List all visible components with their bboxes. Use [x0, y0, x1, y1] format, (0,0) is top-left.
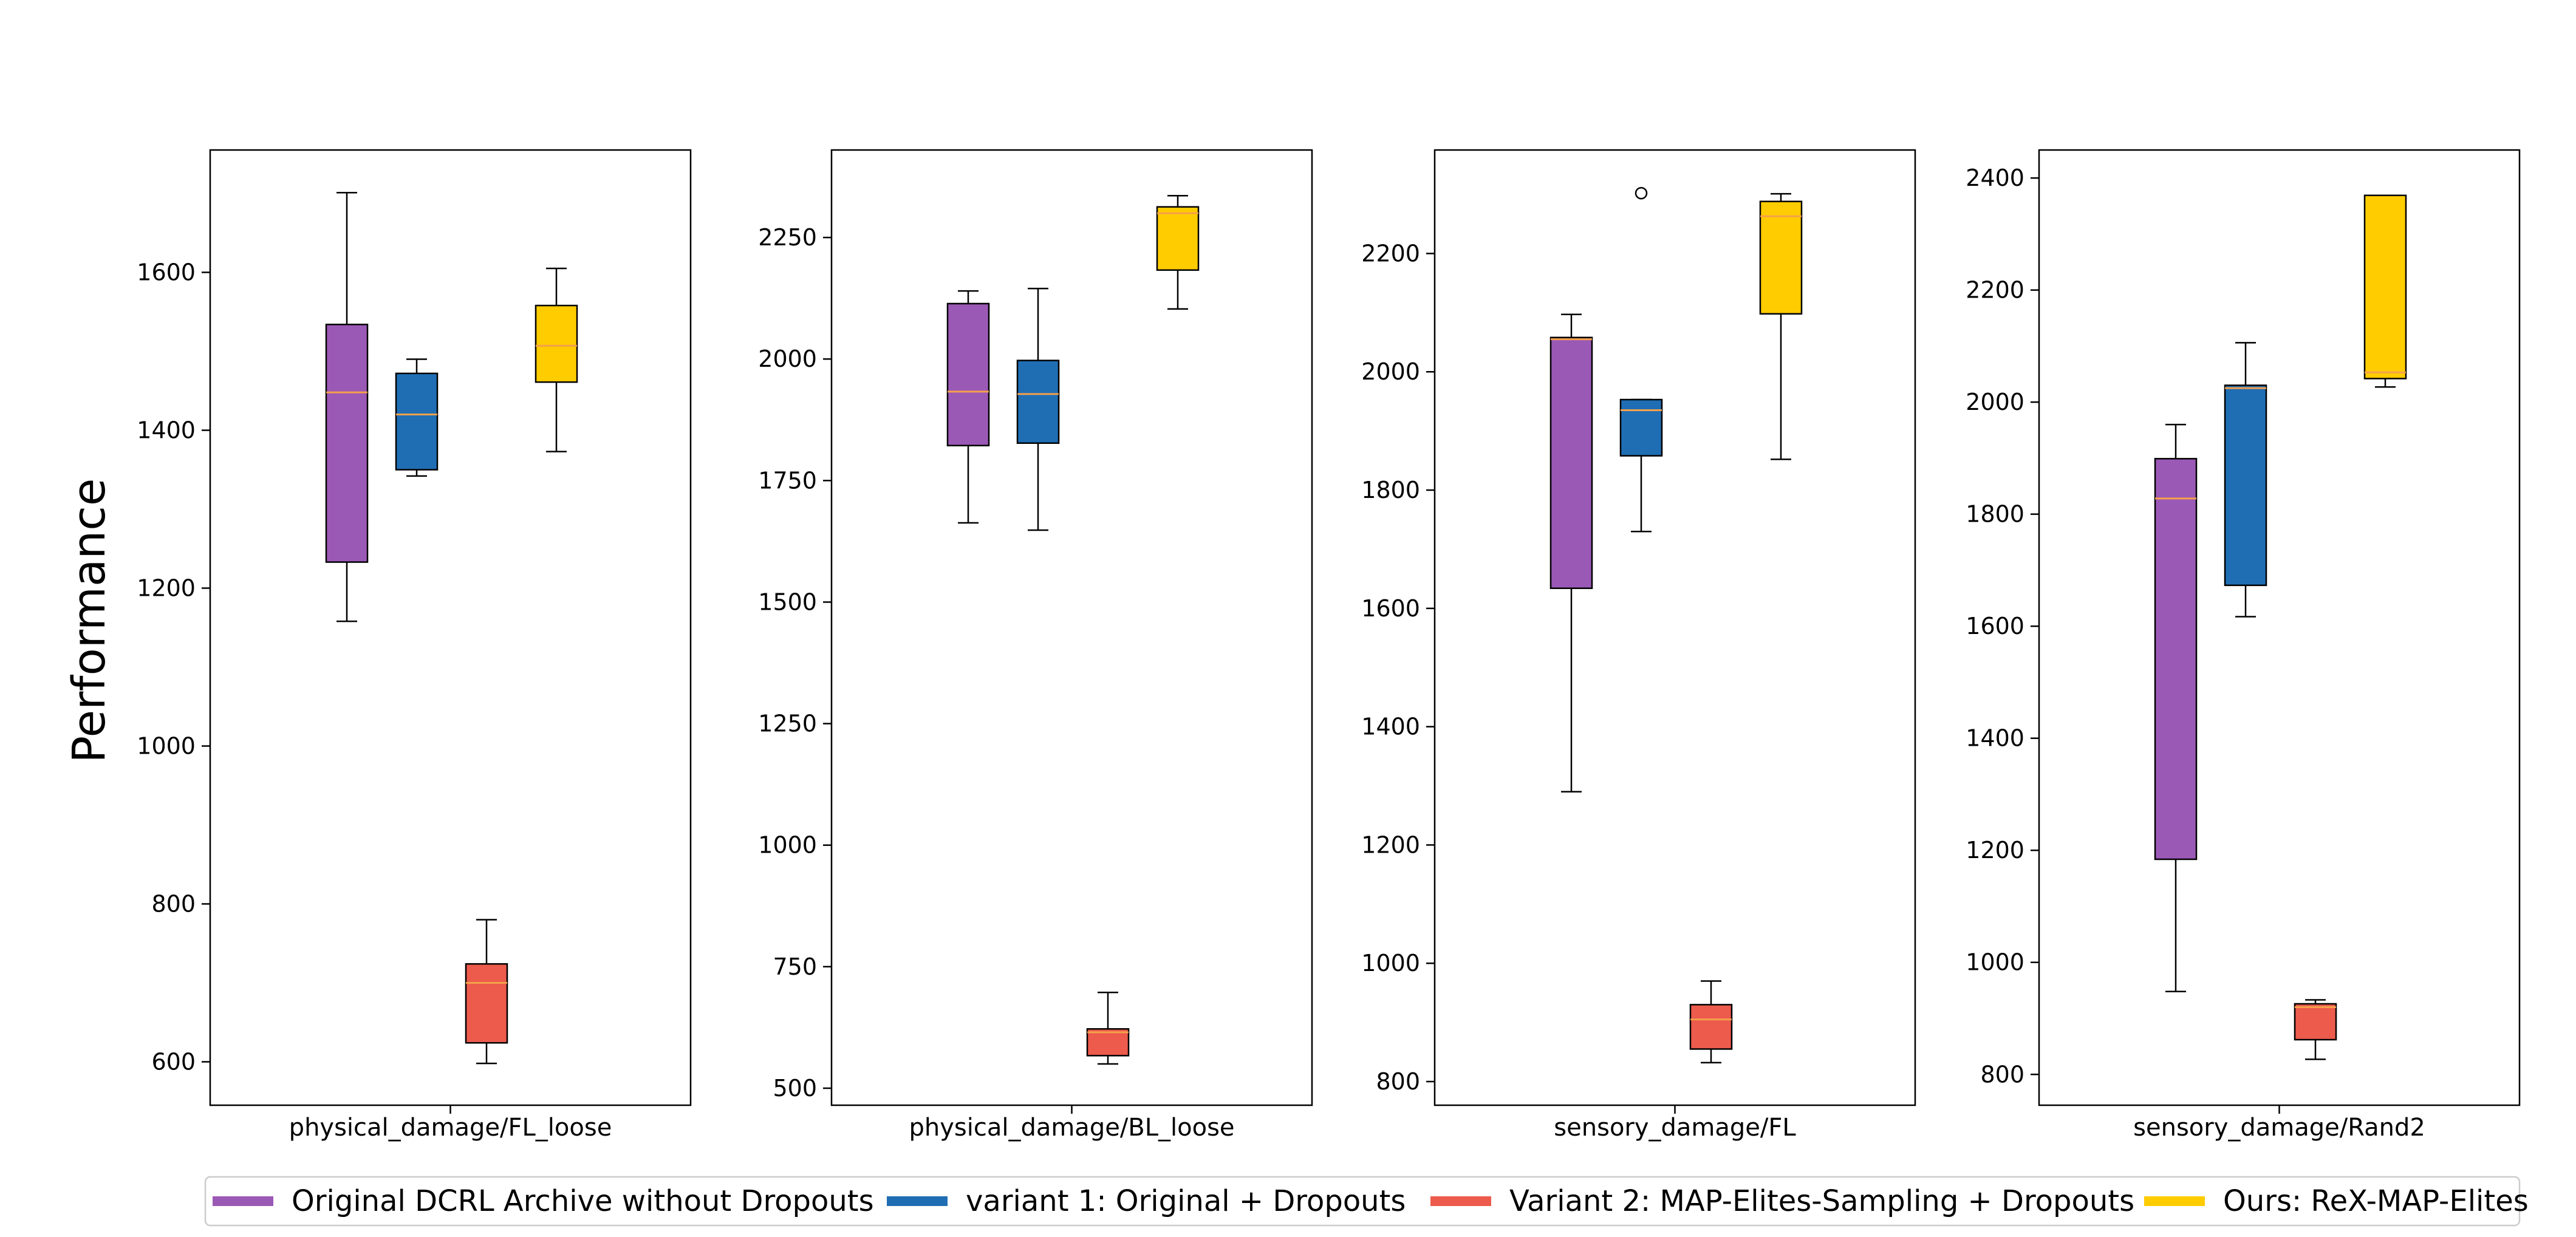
y-tick-label: 1800	[1966, 501, 2024, 528]
y-tick-label: 2000	[1966, 389, 2024, 415]
y-tick-label: 2200	[1361, 240, 1420, 267]
box-original-dcrl-archive-without-dropouts	[1549, 313, 1593, 793]
y-tick-label: 1600	[137, 259, 196, 286]
legend-entry-variant-1-original-dropouts: variant 1: Original + Dropouts	[887, 1184, 1406, 1218]
box-original-dcrl-archive-without-dropouts	[2154, 423, 2198, 992]
iqr-box	[395, 372, 439, 471]
box-original-dcrl-archive-without-dropouts	[946, 290, 990, 524]
iqr-box	[535, 304, 578, 383]
box-original-dcrl-archive-without-dropouts	[325, 191, 369, 622]
y-tick-label: 2200	[1966, 277, 2024, 304]
y-tick-label: 1500	[758, 588, 817, 615]
y-tick-label: 1200	[137, 575, 196, 602]
plot-frame	[1433, 149, 1916, 1106]
box-variant-1-original-dropouts	[1619, 186, 1663, 533]
x-category-label: physical_damage/BL_loose	[909, 1114, 1234, 1142]
panel-physical-damage-bl-loose: 500 750 1000 1250 1500 1750 2000 2250 physical_d…	[758, 149, 1313, 1142]
legend-entry-original-dcrl-archive-without-dropouts: Original DCRL Archive without Dropouts	[213, 1184, 874, 1218]
y-tick-label: 2250	[758, 224, 817, 251]
legend-label: Variant 2: MAP-Elites-Sampling + Dropout…	[1509, 1184, 2134, 1218]
legend-entry-variant-2-map-elites-sampling-dropouts: Variant 2: MAP-Elites-Sampling + Dropout…	[1430, 1184, 2134, 1218]
plot-frame	[2038, 149, 2521, 1106]
y-tick-label: 1000	[758, 832, 817, 859]
y-tick-label: 1000	[137, 733, 196, 760]
legend-label: Original DCRL Archive without Dropouts	[292, 1184, 874, 1218]
y-tick-label: 1400	[1361, 714, 1420, 740]
box-variant-2-map-elites-sampling-dropouts	[2294, 999, 2337, 1060]
panels: 600 800 1000 1200 1400 1600 physical_damage/FL…	[137, 149, 2521, 1142]
y-tick-label: 1400	[137, 417, 196, 444]
y-tick-label: 1250	[758, 711, 817, 737]
y-tick-label: 800	[151, 891, 196, 918]
legend-frame	[204, 1176, 2521, 1227]
y-tick-label: 1800	[1361, 477, 1420, 503]
iqr-box	[325, 324, 369, 563]
y-tick-label: 1600	[1966, 613, 2024, 639]
y-tick-label: 2400	[1966, 165, 2024, 191]
iqr-box	[946, 302, 990, 446]
outlier-point	[1635, 186, 1648, 200]
iqr-box	[2294, 1003, 2337, 1041]
y-tick-label: 1750	[758, 467, 817, 494]
y-tick-label: 2000	[758, 346, 817, 372]
plot-frame	[209, 149, 692, 1106]
iqr-box	[2363, 194, 2407, 380]
iqr-box	[1156, 206, 1200, 271]
iqr-box	[2224, 384, 2267, 587]
iqr-box	[2154, 458, 2198, 860]
y-tick-label: 1000	[1966, 949, 2024, 976]
box-ours-rex-map-elites	[535, 267, 578, 452]
x-category-label: physical_damage/FL_loose	[289, 1114, 612, 1142]
y-tick-label: 2000	[1361, 358, 1420, 385]
y-tick-label: 500	[773, 1075, 817, 1102]
iqr-box	[1689, 1004, 1733, 1050]
box-variant-1-original-dropouts	[395, 358, 439, 477]
legend-entry-ours-rex-map-elites: Ours: ReX-MAP-Elites	[2144, 1184, 2529, 1218]
legend: Original DCRL Archive without Dropouts va…	[204, 1176, 2529, 1227]
box-variant-1-original-dropouts	[1016, 287, 1060, 531]
iqr-box	[1016, 360, 1060, 444]
iqr-box	[1759, 200, 1803, 315]
iqr-box	[1086, 1028, 1130, 1057]
y-tick-label: 1400	[1966, 725, 2024, 752]
y-tick-label: 1000	[1361, 950, 1420, 976]
y-axis-label: Performance	[63, 479, 115, 763]
legend-label: variant 1: Original + Dropouts	[966, 1184, 1406, 1218]
box-variant-2-map-elites-sampling-dropouts	[465, 919, 508, 1065]
y-tick-label: 750	[773, 953, 817, 980]
legend-label: Ours: ReX-MAP-Elites	[2223, 1184, 2529, 1218]
y-tick-label: 1600	[1361, 595, 1420, 622]
box-variant-1-original-dropouts	[2224, 342, 2267, 618]
iqr-box	[1549, 336, 1593, 589]
plot-frame	[830, 149, 1313, 1106]
y-tick-label: 800	[1980, 1061, 2024, 1088]
panel-physical-damage-fl-loose: 600 800 1000 1200 1400 1600 physical_damage/FL…	[137, 149, 692, 1142]
y-tick-label: 1200	[1966, 837, 2024, 864]
y-tick-label: 600	[151, 1049, 196, 1075]
box-variant-2-map-elites-sampling-dropouts	[1689, 980, 1733, 1064]
box-ours-rex-map-elites	[1759, 193, 1803, 460]
iqr-box	[465, 963, 508, 1044]
box-ours-rex-map-elites	[1156, 194, 1200, 310]
panel-sensory-damage-fl: 800 1000 1200 1400 1600 1800 2000 2200 sensory_d…	[1361, 149, 1916, 1142]
y-tick-label: 800	[1376, 1068, 1420, 1095]
panel-sensory-damage-rand2: 800 1000 1200 1400 1600 1800 2000 2200 2400 senso…	[1966, 149, 2521, 1142]
iqr-box	[1619, 398, 1663, 457]
x-category-label: sensory_damage/FL	[1554, 1114, 1796, 1142]
y-tick-label: 1200	[1361, 831, 1420, 858]
box-variant-2-map-elites-sampling-dropouts	[1086, 992, 1130, 1065]
x-category-label: sensory_damage/Rand2	[2133, 1114, 2425, 1142]
box-ours-rex-map-elites	[2363, 194, 2407, 388]
